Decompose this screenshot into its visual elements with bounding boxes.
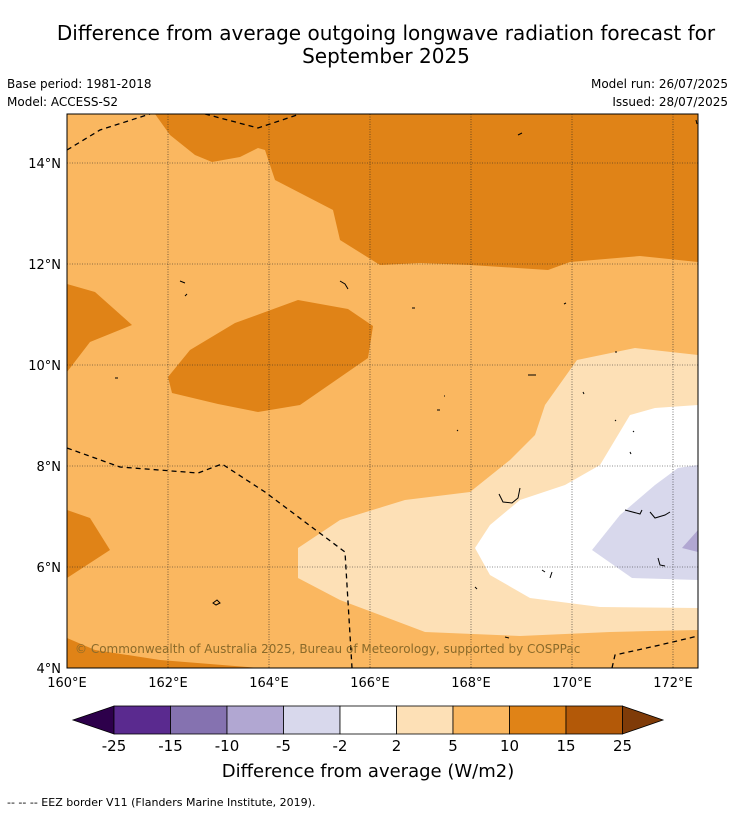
region-neg5-neg2 xyxy=(592,465,698,580)
region-10-15-southwest xyxy=(67,638,260,668)
lat-label-14: 14°N xyxy=(28,157,61,172)
lon-label-172: 172°E xyxy=(653,676,693,691)
region-neg10-neg5 xyxy=(682,530,698,552)
map-frame xyxy=(66,113,699,669)
lat-label-4: 4°N xyxy=(37,662,62,677)
colorbar-arrow-high xyxy=(622,705,665,735)
meta-right: Model run: 26/07/2025 Issued: 28/07/2025 xyxy=(591,75,728,111)
colorbar-title: Difference from average (W/m2) xyxy=(221,761,515,782)
colorbar-swatch xyxy=(170,705,228,735)
lon-label-170: 170°E xyxy=(552,676,592,691)
chart-title: Difference from average outgoing longwav… xyxy=(0,22,736,68)
lon-label-160: 160°E xyxy=(47,676,87,691)
colorbar-tick-label: 10 xyxy=(500,737,519,755)
lat-label-10: 10°N xyxy=(28,359,61,374)
map-area xyxy=(67,114,698,668)
meta-left: Base period: 1981-2018 Model: ACCESS-S2 xyxy=(7,75,152,111)
region-10-15-center xyxy=(168,300,373,412)
colorbar-tick-label: 15 xyxy=(556,737,575,755)
lon-label-168: 168°E xyxy=(451,676,491,691)
colorbar-tick-label: -15 xyxy=(158,737,183,755)
colorbar-tick-label: 2 xyxy=(392,737,402,755)
colorbar-tick-label: 25 xyxy=(613,737,632,755)
region-10-15-west-b xyxy=(67,510,110,578)
colorbar-swatch xyxy=(396,705,454,735)
lat-labels: 14°N 12°N 10°N 8°N 6°N 4°N xyxy=(28,157,61,677)
colorbar-tick-label: -2 xyxy=(333,737,348,755)
lat-label-6: 6°N xyxy=(37,561,62,576)
region-10-15-west-a xyxy=(67,284,132,372)
colorbar-swatch xyxy=(283,705,341,735)
model-name: Model: ACCESS-S2 xyxy=(7,95,119,109)
colorbar-swatch xyxy=(113,705,171,735)
model-run: Model run: 26/07/2025 xyxy=(590,77,728,91)
eez-borders xyxy=(67,114,698,668)
colorbar-tick-label: -5 xyxy=(276,737,291,755)
lon-label-166: 166°E xyxy=(350,676,390,691)
islands xyxy=(115,119,698,639)
colorbar-swatch xyxy=(339,705,397,735)
colorbar-swatch xyxy=(509,705,567,735)
colorbar-swatch xyxy=(452,705,510,735)
colorbar: -25 -15 -10 -5 -2 2 5 10 15 25 xyxy=(71,705,665,755)
colorbar-tick-label: -10 xyxy=(215,737,240,755)
lat-label-8: 8°N xyxy=(37,460,62,475)
title-line-2: September 2025 xyxy=(302,44,470,68)
copyright-text: © Commonwealth of Australia 2025, Bureau… xyxy=(75,642,580,656)
region-10-15-north xyxy=(155,114,698,270)
colorbar-swatch xyxy=(565,705,623,735)
colorbar-swatch xyxy=(226,705,284,735)
colorbar-arrow-low xyxy=(71,705,115,735)
lon-labels: 160°E 162°E 164°E 166°E 168°E 170°E 172°… xyxy=(47,676,693,691)
colorbar-tick-label: -25 xyxy=(102,737,127,755)
lat-label-12: 12°N xyxy=(28,258,61,273)
lon-label-164: 164°E xyxy=(249,676,289,691)
lon-label-162: 162°E xyxy=(148,676,188,691)
colorbar-tick-label: 5 xyxy=(448,737,458,755)
gridlines xyxy=(67,114,698,668)
title-line-1: Difference from average outgoing longwav… xyxy=(56,21,716,45)
base-period: Base period: 1981-2018 xyxy=(7,77,152,91)
issued-date: Issued: 28/07/2025 xyxy=(612,95,728,109)
footnote: -- -- -- EEZ border V11 (Flanders Marine… xyxy=(7,796,316,809)
